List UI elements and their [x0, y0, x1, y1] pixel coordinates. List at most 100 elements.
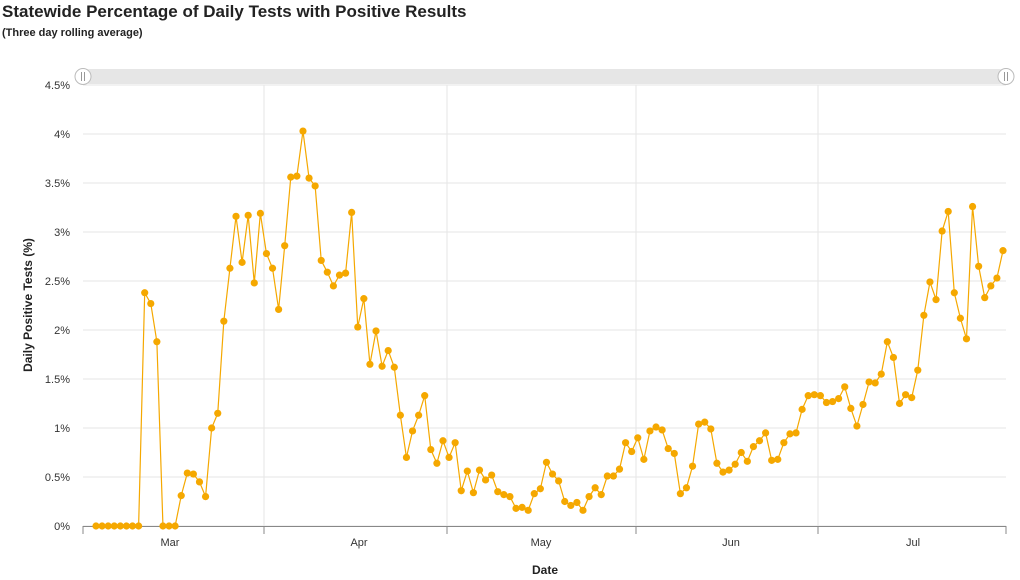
data-point[interactable]	[786, 430, 794, 438]
data-point[interactable]	[360, 295, 368, 303]
data-point[interactable]	[975, 262, 983, 270]
data-point[interactable]	[646, 427, 654, 435]
scrollbar-right-handle[interactable]	[997, 68, 1015, 85]
data-point[interactable]	[676, 490, 684, 498]
data-point[interactable]	[463, 467, 471, 475]
data-point[interactable]	[828, 397, 837, 406]
data-point[interactable]	[256, 209, 264, 217]
data-point[interactable]	[847, 404, 855, 412]
data-point[interactable]	[816, 392, 824, 400]
data-point[interactable]	[774, 455, 782, 463]
data-point[interactable]	[293, 172, 301, 180]
data-point[interactable]	[396, 411, 404, 419]
scrollbar-left-handle[interactable]	[74, 68, 92, 85]
data-point[interactable]	[439, 437, 447, 445]
data-point[interactable]	[652, 423, 660, 431]
data-point[interactable]	[621, 439, 630, 447]
data-point[interactable]	[536, 485, 544, 493]
data-point[interactable]	[981, 294, 989, 302]
range-scrollbar[interactable]	[74, 68, 1015, 85]
data-point[interactable]	[451, 439, 459, 447]
data-point[interactable]	[597, 491, 605, 499]
data-point[interactable]	[415, 411, 423, 419]
data-point[interactable]	[457, 487, 465, 495]
data-point[interactable]	[731, 460, 739, 468]
data-point[interactable]	[841, 383, 849, 391]
data-point[interactable]	[183, 469, 191, 477]
data-point[interactable]	[177, 492, 185, 500]
data-point[interactable]	[871, 379, 879, 387]
data-point[interactable]	[932, 296, 940, 304]
data-point[interactable]	[421, 392, 429, 400]
data-point[interactable]	[548, 470, 557, 478]
data-point[interactable]	[500, 491, 508, 499]
data-point[interactable]	[926, 278, 934, 286]
data-point[interactable]	[110, 522, 118, 530]
data-point[interactable]	[372, 327, 380, 335]
data-point[interactable]	[402, 453, 411, 461]
data-point[interactable]	[609, 472, 618, 480]
data-point[interactable]	[792, 429, 800, 437]
data-point[interactable]	[201, 493, 210, 501]
data-point[interactable]	[762, 429, 770, 437]
data-point[interactable]	[810, 391, 818, 399]
data-point[interactable]	[135, 522, 143, 530]
data-point[interactable]	[585, 493, 593, 501]
data-point[interactable]	[287, 173, 295, 181]
data-point[interactable]	[877, 370, 885, 378]
data-point[interactable]	[268, 264, 277, 272]
data-point[interactable]	[768, 456, 776, 464]
data-point[interactable]	[427, 445, 435, 454]
data-point[interactable]	[999, 247, 1007, 255]
data-point[interactable]	[987, 282, 995, 290]
data-point[interactable]	[220, 317, 228, 325]
data-point[interactable]	[993, 274, 1001, 282]
data-point[interactable]	[883, 338, 891, 346]
data-point[interactable]	[275, 305, 283, 314]
data-point[interactable]	[530, 490, 538, 498]
data-point[interactable]	[956, 314, 964, 322]
data-point[interactable]	[433, 459, 441, 467]
data-point[interactable]	[518, 503, 526, 511]
data-point[interactable]	[323, 268, 331, 276]
data-point[interactable]	[299, 127, 307, 135]
data-point[interactable]	[682, 484, 691, 492]
data-point[interactable]	[567, 501, 575, 510]
data-point[interactable]	[512, 504, 520, 512]
data-point[interactable]	[822, 398, 831, 407]
data-point[interactable]	[390, 363, 398, 371]
data-point[interactable]	[895, 399, 904, 408]
data-point[interactable]	[317, 256, 325, 265]
data-point[interactable]	[889, 353, 898, 362]
data-point[interactable]	[250, 279, 258, 287]
data-point[interactable]	[524, 506, 532, 514]
data-point[interactable]	[488, 471, 496, 479]
data-point[interactable]	[475, 466, 484, 474]
data-point[interactable]	[189, 470, 197, 478]
data-point[interactable]	[713, 459, 721, 467]
series-points[interactable]	[92, 127, 1007, 530]
data-point[interactable]	[658, 426, 666, 434]
data-point[interactable]	[707, 425, 715, 433]
data-point[interactable]	[408, 427, 417, 435]
data-point[interactable]	[165, 522, 173, 530]
data-point[interactable]	[944, 207, 952, 216]
data-point[interactable]	[122, 522, 131, 530]
data-point[interactable]	[238, 258, 246, 266]
data-point[interactable]	[780, 439, 788, 447]
data-point[interactable]	[305, 174, 313, 182]
data-point[interactable]	[153, 338, 161, 346]
data-point[interactable]	[719, 468, 727, 476]
data-point[interactable]	[214, 409, 222, 417]
data-point[interactable]	[232, 212, 240, 220]
data-point[interactable]	[962, 335, 971, 343]
data-point[interactable]	[640, 455, 648, 463]
data-point[interactable]	[329, 282, 337, 290]
data-point[interactable]	[670, 449, 678, 458]
data-point[interactable]	[749, 443, 758, 451]
data-point[interactable]	[804, 392, 812, 400]
data-point[interactable]	[98, 522, 106, 530]
data-point[interactable]	[348, 208, 356, 216]
data-point[interactable]	[914, 366, 922, 374]
data-point[interactable]	[92, 522, 100, 530]
